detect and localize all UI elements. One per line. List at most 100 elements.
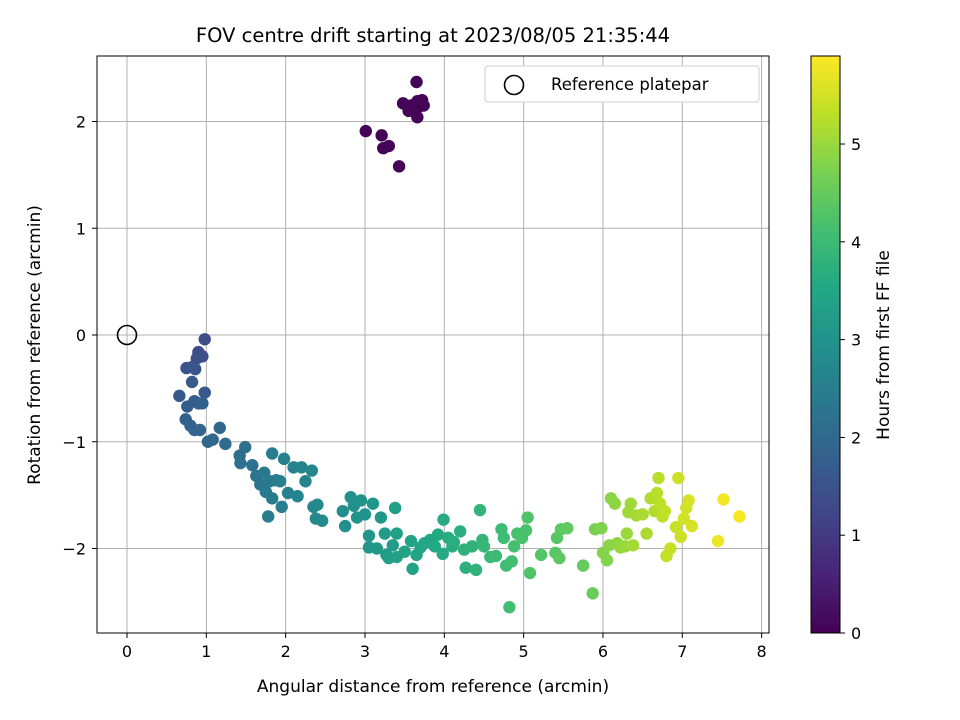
data-point: [338, 519, 352, 533]
legend[interactable]: Reference platepar: [484, 65, 760, 103]
y-tick-label: 0: [76, 326, 86, 345]
data-point: [378, 527, 392, 540]
data-point: [392, 160, 406, 173]
colorbar-tick-label: 5: [851, 135, 861, 154]
data-point: [265, 492, 279, 505]
data-point: [196, 397, 209, 410]
y-axis-label: Rotation from reference (arcmin): [25, 205, 45, 485]
data-point: [273, 475, 287, 488]
colorbar-ticks: 0 1 2 3 4 5: [840, 135, 861, 643]
data-point: [608, 497, 622, 510]
data-point: [640, 527, 653, 540]
data-point: [505, 555, 518, 568]
data-point: [185, 375, 199, 389]
colorbar-gradient: [810, 55, 841, 634]
data-point: [521, 511, 534, 524]
data-point: [388, 501, 402, 515]
data-point: [411, 111, 424, 124]
y-tick-label: −2: [62, 540, 86, 559]
data-point: [406, 562, 419, 575]
data-point: [281, 486, 295, 500]
scatter-points: [173, 75, 746, 614]
legend-box: [484, 65, 760, 103]
data-point: [275, 500, 288, 514]
data-point: [626, 539, 640, 552]
data-point: [489, 549, 503, 563]
data-point: [447, 535, 461, 549]
data-point: [561, 522, 574, 535]
colorbar: 0 1 2 3 4 5 Hours from first FF file: [810, 55, 894, 643]
data-point: [600, 554, 614, 567]
data-point: [497, 531, 511, 545]
data-point: [733, 510, 746, 523]
data-point: [239, 440, 252, 454]
data-point: [375, 129, 388, 142]
chart-title: FOV centre drift starting at 2023/08/05 …: [196, 24, 670, 47]
data-point: [677, 512, 691, 525]
data-point: [620, 527, 633, 540]
data-point: [431, 528, 445, 541]
colorbar-tick-label: 1: [851, 526, 861, 545]
data-point: [198, 333, 211, 346]
y-axis-ticks: 2 1 0 −1 −2: [62, 113, 97, 559]
data-point: [198, 386, 211, 399]
plot-area: 0 1 2 3 4 5 6 7 8 2 1 0 −1 −2: [62, 55, 770, 661]
data-point: [358, 508, 372, 521]
data-point: [459, 561, 472, 574]
x-tick-label: 3: [360, 642, 370, 661]
data-point: [277, 452, 291, 466]
data-point: [465, 540, 479, 553]
x-tick-label: 1: [201, 642, 211, 661]
data-point: [711, 534, 725, 548]
data-point: [437, 513, 450, 526]
data-point: [523, 566, 537, 580]
data-point: [246, 459, 259, 472]
x-tick-label: 8: [757, 642, 767, 661]
data-point: [624, 497, 637, 510]
data-point: [374, 511, 388, 524]
data-point: [503, 601, 516, 614]
data-point: [436, 547, 449, 561]
data-point: [193, 423, 207, 437]
data-point: [507, 540, 521, 553]
colorbar-label: Hours from first FF file: [874, 250, 894, 440]
data-point: [359, 124, 372, 138]
data-point: [658, 504, 672, 518]
data-point: [595, 522, 608, 535]
reference-platepar-marker: [116, 324, 138, 346]
data-point: [519, 524, 533, 537]
y-tick-label: 2: [76, 113, 86, 132]
data-point: [295, 461, 308, 474]
data-point: [453, 525, 467, 538]
data-point: [291, 489, 304, 503]
colorbar-tick-label: 3: [851, 331, 861, 350]
data-point: [586, 587, 599, 600]
data-point: [672, 471, 685, 485]
plot-frame: [96, 55, 770, 634]
data-point: [398, 545, 411, 558]
data-point: [576, 559, 590, 572]
x-tick-label: 0: [122, 642, 132, 661]
data-point: [189, 362, 202, 376]
data-point: [370, 542, 384, 555]
data-point: [366, 497, 380, 510]
data-point: [362, 529, 376, 542]
data-point: [469, 563, 483, 577]
data-point: [386, 539, 399, 552]
data-point: [305, 464, 319, 477]
data-point: [206, 433, 219, 446]
data-point: [415, 93, 429, 107]
data-point: [336, 504, 349, 518]
data-point: [311, 498, 324, 511]
x-tick-label: 7: [677, 642, 687, 661]
data-point: [428, 540, 442, 553]
x-axis-ticks: 0 1 2 3 4 5 6 7 8: [122, 633, 767, 661]
data-point: [685, 519, 699, 533]
data-point: [410, 75, 423, 89]
x-tick-label: 4: [439, 642, 449, 661]
data-point: [477, 540, 491, 553]
data-point: [664, 542, 677, 555]
x-tick-label: 2: [281, 642, 291, 661]
data-point: [234, 456, 247, 470]
x-axis-label: Angular distance from reference (arcmin): [257, 677, 609, 697]
